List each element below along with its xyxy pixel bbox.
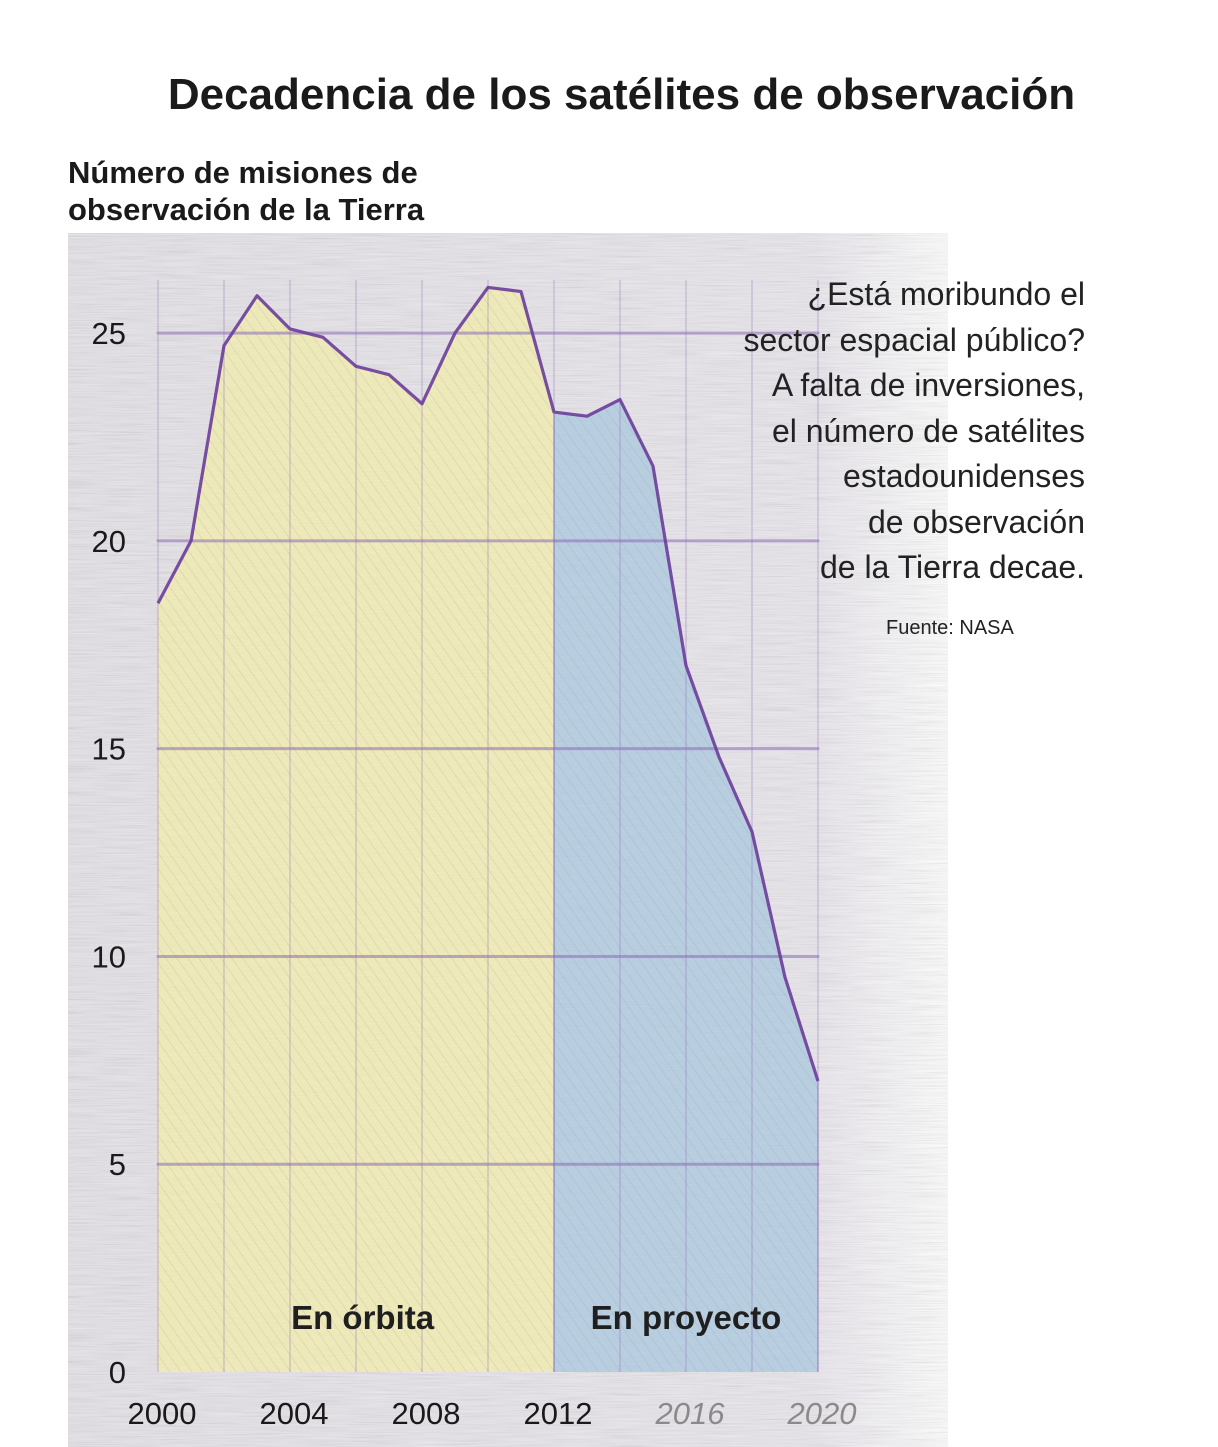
annotation-text: ¿Está moribundo el sector espacial públic… bbox=[665, 272, 1085, 591]
line-layer bbox=[156, 285, 820, 1372]
y-axis-ticks: 0 5 10 15 20 25 bbox=[92, 316, 126, 1390]
x-tick-2020: 2020 bbox=[787, 1396, 857, 1431]
annotation-line-2: sector espacial público? bbox=[743, 321, 1085, 358]
x-tick-2008: 2008 bbox=[392, 1396, 461, 1431]
x-tick-2000: 2000 bbox=[128, 1396, 197, 1431]
x-axis-ticks: 2000 2004 2008 2012 2016 2020 bbox=[128, 1396, 857, 1431]
annotation-line-5: estadounidenses bbox=[843, 458, 1085, 494]
x-tick-2012: 2012 bbox=[524, 1396, 593, 1431]
annotation-line-6: de observación bbox=[867, 503, 1085, 540]
series-outline-line bbox=[156, 285, 820, 1082]
y-axis-label: Número de misiones de observación de la … bbox=[68, 155, 425, 228]
annotation-line-3: A falta de inversiones, bbox=[771, 367, 1085, 403]
y-tick-25: 25 bbox=[92, 316, 126, 351]
y-tick-5: 5 bbox=[109, 1147, 126, 1182]
area-hatch-1 bbox=[158, 287, 554, 1372]
annotation-line-4: el número de satélites bbox=[771, 412, 1085, 449]
y-tick-10: 10 bbox=[92, 939, 126, 974]
grid-layer bbox=[156, 280, 820, 1372]
region-label-en-proyecto: En proyecto bbox=[591, 1299, 782, 1336]
annotation-line-1: ¿Está moribundo el bbox=[807, 276, 1085, 312]
annotation-line-7: de la Tierra decae. bbox=[819, 549, 1085, 585]
y-tick-15: 15 bbox=[92, 732, 126, 767]
x-tick-2004: 2004 bbox=[260, 1396, 329, 1431]
x-tick-2016: 2016 bbox=[655, 1396, 726, 1431]
area-layer bbox=[158, 287, 818, 1373]
source-note: Fuente: NASA bbox=[886, 617, 1014, 639]
chart-title: Decadencia de los satélites de observaci… bbox=[167, 70, 1076, 119]
region-labels: En órbita En proyecto bbox=[291, 1299, 781, 1336]
region-label-en-orbita: En órbita bbox=[291, 1299, 435, 1336]
y-tick-0: 0 bbox=[109, 1355, 126, 1390]
area-hatch-2 bbox=[554, 399, 818, 1373]
y-tick-20: 20 bbox=[92, 524, 126, 559]
